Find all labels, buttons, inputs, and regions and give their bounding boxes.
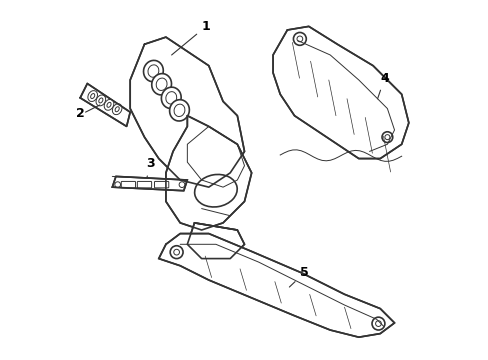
Ellipse shape (151, 73, 171, 95)
Text: 5: 5 (289, 266, 308, 287)
Polygon shape (272, 26, 408, 158)
Ellipse shape (90, 94, 95, 99)
Circle shape (384, 135, 389, 140)
Circle shape (115, 182, 121, 188)
Circle shape (179, 182, 184, 188)
Circle shape (375, 321, 381, 327)
Ellipse shape (148, 65, 159, 77)
Ellipse shape (115, 107, 119, 112)
FancyBboxPatch shape (137, 181, 151, 188)
Circle shape (296, 36, 302, 42)
Ellipse shape (169, 100, 189, 121)
Polygon shape (187, 223, 244, 258)
Circle shape (293, 32, 305, 45)
Circle shape (170, 246, 183, 258)
Ellipse shape (143, 60, 163, 82)
Text: 3: 3 (146, 157, 155, 177)
Ellipse shape (99, 98, 102, 103)
Circle shape (371, 317, 384, 330)
Circle shape (381, 132, 392, 143)
Text: 4: 4 (377, 72, 388, 99)
Ellipse shape (112, 104, 122, 114)
Ellipse shape (174, 104, 184, 117)
Text: 2: 2 (76, 107, 84, 120)
Ellipse shape (96, 95, 105, 106)
Polygon shape (159, 234, 394, 337)
Ellipse shape (161, 87, 181, 108)
Ellipse shape (107, 102, 111, 107)
Ellipse shape (165, 92, 176, 104)
FancyBboxPatch shape (154, 181, 168, 188)
Text: 1: 1 (171, 20, 210, 55)
Ellipse shape (88, 91, 97, 102)
Polygon shape (130, 37, 244, 187)
Polygon shape (112, 176, 187, 191)
Ellipse shape (156, 78, 167, 90)
Ellipse shape (194, 175, 237, 207)
Circle shape (173, 249, 179, 255)
Ellipse shape (104, 99, 114, 110)
Polygon shape (80, 84, 130, 126)
Polygon shape (165, 116, 251, 230)
FancyBboxPatch shape (121, 181, 135, 188)
